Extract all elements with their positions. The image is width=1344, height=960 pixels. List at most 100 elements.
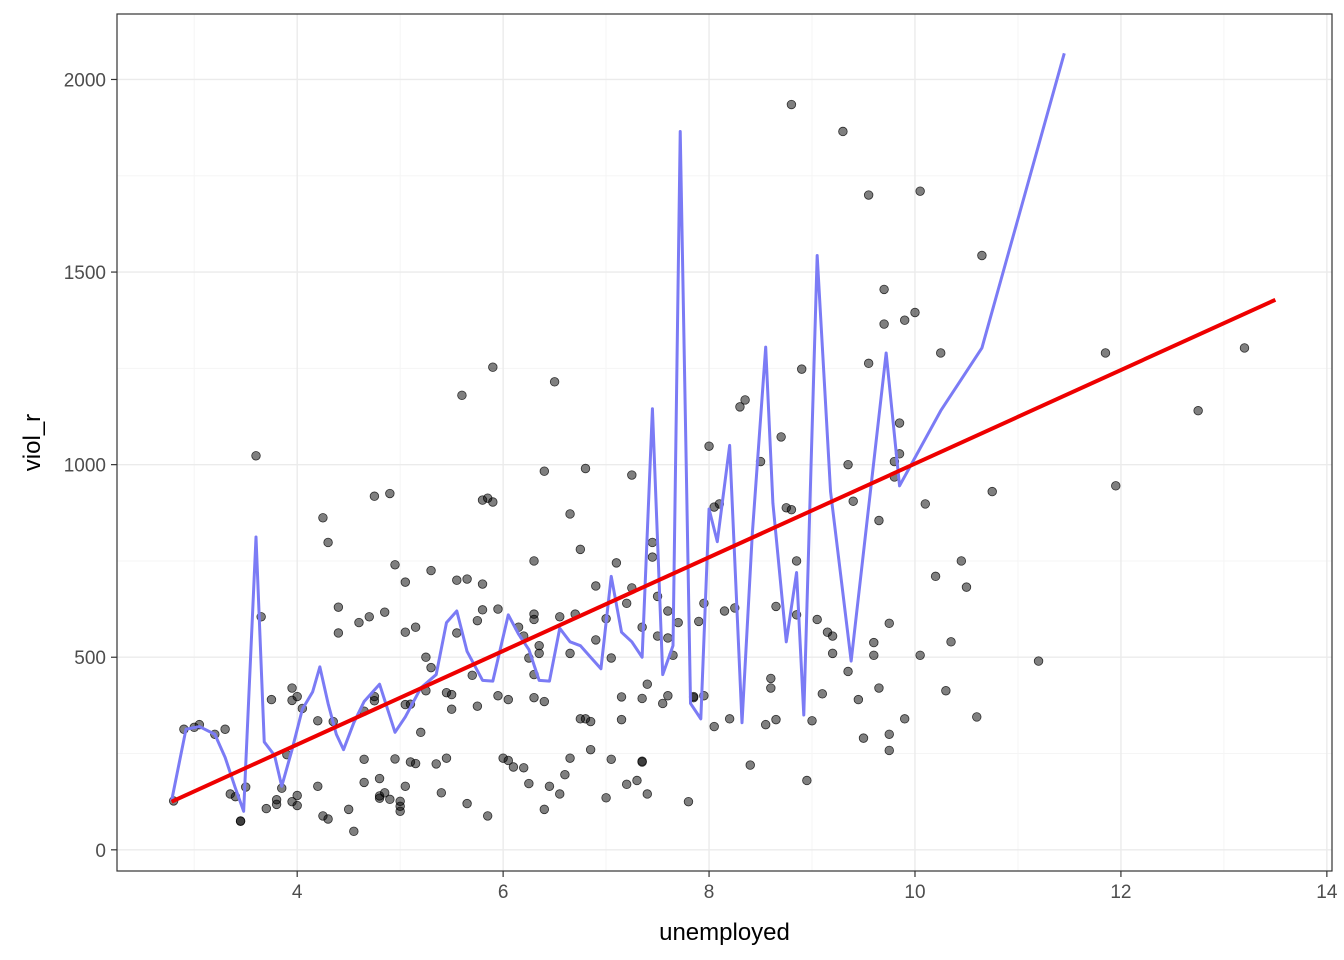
data-point bbox=[400, 627, 411, 637]
data-point bbox=[616, 714, 627, 725]
data-point bbox=[380, 607, 390, 617]
data-point bbox=[292, 790, 302, 801]
series-line-blue bbox=[170, 52, 1066, 813]
data-point bbox=[313, 716, 323, 726]
data-point bbox=[853, 694, 864, 705]
data-point bbox=[843, 459, 853, 470]
data-point bbox=[879, 319, 889, 329]
data-point bbox=[987, 486, 997, 497]
data-point bbox=[565, 753, 575, 763]
data-point bbox=[472, 701, 483, 711]
data-point bbox=[611, 558, 622, 568]
data-point bbox=[251, 451, 261, 461]
data-point bbox=[426, 662, 436, 673]
data-point bbox=[539, 804, 550, 815]
data-point bbox=[771, 601, 781, 612]
data-point bbox=[323, 814, 333, 824]
data-point bbox=[915, 650, 925, 661]
data-point bbox=[488, 497, 498, 507]
data-point bbox=[637, 757, 647, 767]
data-point bbox=[410, 758, 421, 769]
data-point bbox=[323, 537, 333, 548]
data-point bbox=[400, 781, 411, 791]
data-point bbox=[575, 544, 586, 555]
data-point bbox=[555, 789, 565, 799]
data-point bbox=[884, 745, 894, 756]
data-point bbox=[410, 622, 421, 632]
data-point bbox=[1100, 348, 1111, 358]
data-point bbox=[591, 581, 601, 591]
data-point bbox=[292, 691, 302, 702]
data-point bbox=[534, 640, 544, 651]
data-point bbox=[354, 617, 364, 628]
data-point bbox=[946, 637, 956, 647]
data-point bbox=[580, 463, 591, 474]
data-point bbox=[694, 616, 704, 627]
data-point bbox=[740, 395, 750, 405]
data-point bbox=[390, 754, 400, 764]
data-point bbox=[1193, 406, 1203, 416]
data-point bbox=[287, 683, 297, 693]
data-point bbox=[565, 648, 575, 659]
data-point bbox=[632, 775, 642, 786]
y-axis-title: viol_r bbox=[19, 414, 46, 471]
data-point bbox=[452, 628, 462, 638]
data-point bbox=[493, 604, 503, 614]
data-point bbox=[503, 694, 513, 705]
x-axis-title: unemployed bbox=[659, 919, 790, 946]
series-lines bbox=[170, 52, 1277, 813]
data-point bbox=[961, 582, 972, 592]
data-point bbox=[663, 633, 673, 643]
data-point bbox=[477, 579, 488, 589]
x-tick-label: 6 bbox=[498, 882, 509, 903]
data-point bbox=[760, 719, 771, 730]
data-point bbox=[869, 637, 879, 648]
data-point bbox=[261, 803, 272, 814]
data-point bbox=[1033, 656, 1044, 666]
data-point bbox=[899, 714, 910, 724]
data-point bbox=[956, 556, 967, 566]
x-tick-label: 12 bbox=[1110, 882, 1131, 903]
data-point bbox=[915, 186, 925, 196]
data-point bbox=[719, 606, 730, 616]
data-point bbox=[642, 789, 652, 799]
data-point bbox=[894, 418, 905, 428]
data-point bbox=[627, 470, 637, 480]
data-point bbox=[606, 653, 616, 663]
data-point bbox=[663, 606, 673, 616]
data-point bbox=[488, 362, 498, 372]
data-point bbox=[735, 402, 745, 412]
data-point bbox=[621, 779, 632, 790]
data-point bbox=[421, 652, 431, 662]
data-point bbox=[817, 689, 828, 699]
data-point bbox=[333, 602, 344, 612]
data-point bbox=[658, 698, 668, 709]
data-point bbox=[529, 692, 539, 703]
data-point bbox=[807, 716, 817, 726]
data-point bbox=[539, 466, 550, 476]
data-point bbox=[390, 560, 400, 570]
data-point bbox=[400, 577, 411, 587]
data-point bbox=[977, 250, 987, 261]
data-point bbox=[369, 491, 380, 501]
data-point bbox=[585, 716, 596, 727]
y-tick-label: 1500 bbox=[64, 263, 106, 284]
y-tick-label: 2000 bbox=[64, 70, 106, 91]
data-point bbox=[395, 806, 405, 816]
data-point bbox=[776, 432, 786, 442]
data-point bbox=[292, 800, 302, 811]
panel-border bbox=[116, 13, 1333, 872]
data-point bbox=[673, 617, 683, 628]
data-point bbox=[416, 727, 426, 738]
data-point bbox=[621, 598, 632, 609]
data-point bbox=[380, 788, 390, 798]
data-point bbox=[920, 499, 930, 509]
data-point bbox=[766, 683, 776, 693]
data-point bbox=[374, 773, 385, 784]
data-point bbox=[786, 505, 797, 515]
data-point bbox=[709, 721, 719, 732]
data-point bbox=[426, 565, 436, 576]
data-point bbox=[452, 575, 462, 585]
data-point bbox=[343, 804, 354, 815]
